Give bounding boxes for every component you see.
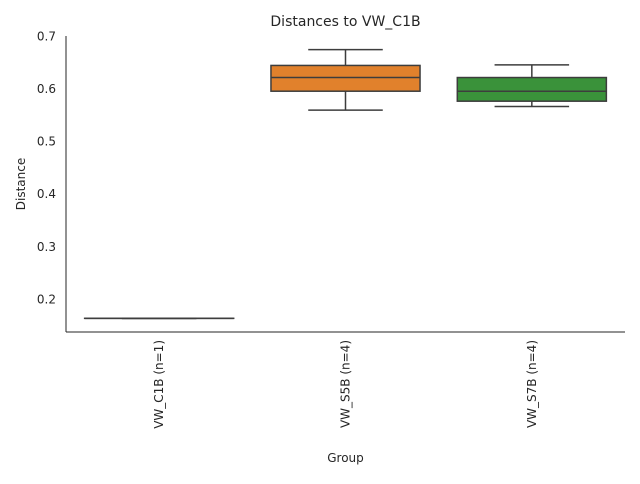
x-axis: VW_C1B (n=1) VW_S5B (n=4) VW_S7B (n=4) bbox=[66, 332, 625, 429]
box-iqr bbox=[271, 65, 420, 91]
box-group bbox=[271, 50, 420, 110]
y-tick-label: 0.2 bbox=[37, 292, 56, 306]
y-tick-label: 0.4 bbox=[37, 187, 56, 201]
y-tick-label: 0.6 bbox=[37, 82, 56, 96]
x-tick-label: VW_S5B (n=4) bbox=[339, 340, 353, 428]
y-tick-label: 0.5 bbox=[37, 135, 56, 149]
x-axis-label: Group bbox=[327, 451, 364, 465]
x-tick-label: VW_C1B (n=1) bbox=[152, 340, 166, 429]
x-tick-label: VW_S7B (n=4) bbox=[525, 340, 539, 428]
box-group bbox=[457, 65, 606, 107]
plot-area bbox=[85, 50, 607, 319]
y-tick-label: 0.7 bbox=[37, 30, 56, 44]
chart-title: Distances to VW_C1B bbox=[270, 14, 420, 30]
y-axis-label: Distance bbox=[14, 158, 28, 210]
box-iqr bbox=[457, 78, 606, 102]
y-tick-label: 0.3 bbox=[37, 240, 56, 254]
y-axis: 0.2 0.3 0.4 0.5 0.6 0.7 bbox=[37, 30, 66, 333]
